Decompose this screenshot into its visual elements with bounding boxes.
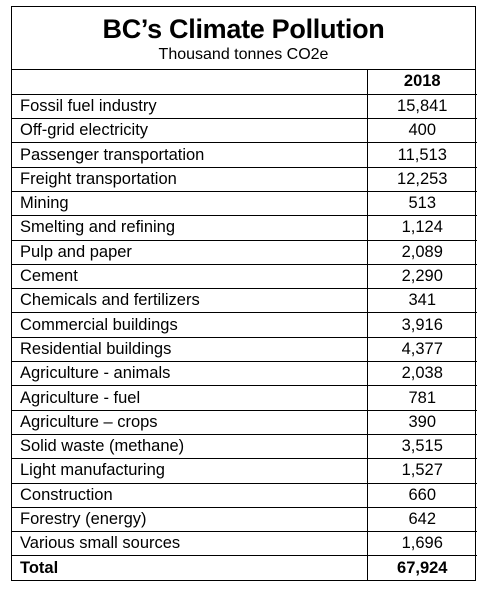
header-category — [12, 70, 368, 95]
row-label: Agriculture - animals — [12, 361, 368, 387]
row-value: 11,513 — [366, 142, 477, 168]
row-label: Fossil fuel industry — [12, 94, 368, 120]
row-value: 513 — [366, 190, 477, 217]
table-row: Forestry (energy) 642 — [12, 506, 477, 533]
table-subtitle: Thousand tonnes CO2e — [158, 46, 329, 63]
table-row: Commercial buildings 3,916 — [12, 312, 477, 338]
table-row: Pulp and paper 2,089 — [12, 239, 477, 265]
row-label: Agriculture - fuel — [12, 385, 368, 411]
row-value: 3,515 — [366, 433, 477, 460]
row-label: Smelting and refining — [12, 215, 368, 241]
row-label: Chemicals and fertilizers — [12, 288, 368, 314]
table-row: Passenger transportation 11,513 — [12, 142, 477, 168]
table-body: Fossil fuel industry 15,841 Off-grid elect… — [12, 94, 477, 581]
row-value: 781 — [366, 385, 477, 411]
row-label: Pulp and paper — [12, 239, 368, 265]
table-row: Cement 2,290 — [12, 263, 477, 290]
row-value: 400 — [366, 118, 477, 144]
table-row: Agriculture - animals 2,038 — [12, 361, 477, 387]
row-label: Cement — [12, 263, 368, 290]
row-label: Residential buildings — [12, 336, 368, 363]
row-value: 1,696 — [366, 531, 477, 557]
table-row: Construction 660 — [12, 482, 477, 508]
table-row: Mining 513 — [12, 190, 477, 217]
row-label: Freight transportation — [12, 166, 368, 192]
table-row: Agriculture - fuel 781 — [12, 385, 477, 411]
table-row: Freight transportation 12,253 — [12, 166, 477, 192]
table-row: Smelting and refining 1,124 — [12, 215, 477, 241]
header-year: 2018 — [366, 70, 477, 95]
row-value: 660 — [366, 482, 477, 508]
row-label: Construction — [12, 482, 368, 508]
row-value: 1,124 — [366, 215, 477, 241]
row-value: 390 — [366, 409, 477, 435]
table-row: Solid waste (methane) 3,515 — [12, 433, 477, 460]
row-value: 12,253 — [366, 166, 477, 192]
row-label: Passenger transportation — [12, 142, 368, 168]
row-label: Solid waste (methane) — [12, 433, 368, 460]
row-value: 341 — [366, 288, 477, 314]
data-table: 2018 Fossil fuel industry 15,841 Off-grid … — [12, 70, 477, 581]
table-row: Light manufacturing 1,527 — [12, 458, 477, 484]
table-row: Chemicals and fertilizers 341 — [12, 288, 477, 314]
table-row: Fossil fuel industry 15,841 — [12, 94, 477, 120]
table-title-block: BC’s Climate Pollution Thousand tonnes C… — [12, 7, 475, 70]
total-label: Total — [12, 555, 368, 581]
table-title: BC’s Climate Pollution — [102, 14, 385, 44]
row-value: 2,089 — [366, 239, 477, 265]
row-value: 3,916 — [366, 312, 477, 338]
total-value: 67,924 — [366, 555, 477, 581]
row-value: 642 — [366, 506, 477, 533]
row-value: 4,377 — [366, 336, 477, 363]
row-value: 2,038 — [366, 361, 477, 387]
emissions-table: BC’s Climate Pollution Thousand tonnes C… — [11, 6, 477, 582]
row-value: 2,290 — [366, 263, 477, 290]
row-value: 1,527 — [366, 458, 477, 484]
table-row: Agriculture – crops 390 — [12, 409, 477, 435]
row-label: Various small sources — [12, 531, 368, 557]
row-label: Commercial buildings — [12, 312, 368, 338]
table-row: Residential buildings 4,377 — [12, 336, 477, 363]
row-label: Forestry (energy) — [12, 506, 368, 533]
header-row: 2018 — [12, 70, 477, 95]
row-value: 15,841 — [366, 94, 477, 120]
total-row: Total 67,924 — [12, 555, 477, 581]
table-row: Various small sources 1,696 — [12, 531, 477, 557]
table-row: Off-grid electricity 400 — [12, 118, 477, 144]
row-label: Mining — [12, 190, 368, 217]
row-label: Light manufacturing — [12, 458, 368, 484]
row-label: Off-grid electricity — [12, 118, 368, 144]
row-label: Agriculture – crops — [12, 409, 368, 435]
